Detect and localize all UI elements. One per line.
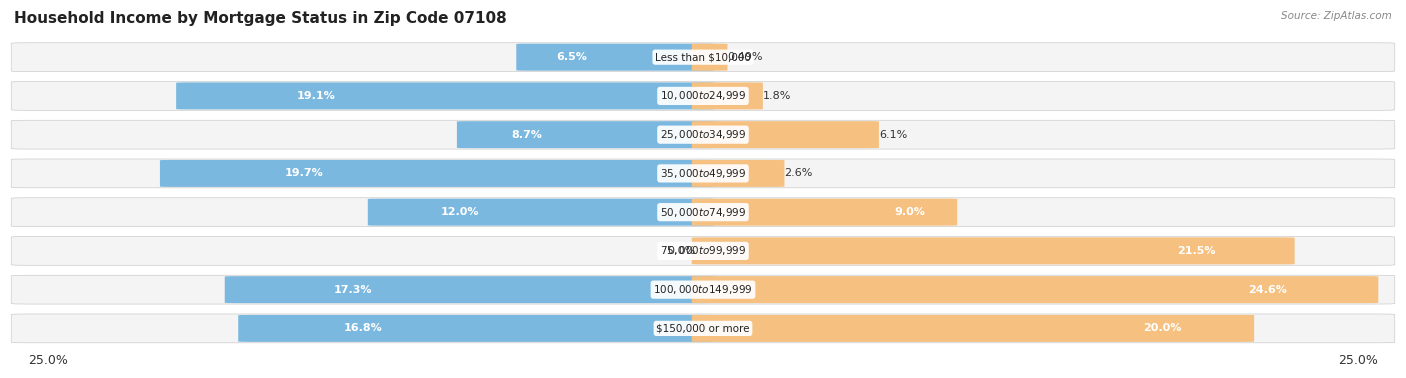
Text: 12.0%: 12.0% bbox=[441, 207, 479, 217]
Text: $50,000 to $74,999: $50,000 to $74,999 bbox=[659, 206, 747, 218]
Text: 25.0%: 25.0% bbox=[1339, 354, 1378, 367]
FancyBboxPatch shape bbox=[11, 275, 1395, 304]
FancyBboxPatch shape bbox=[692, 276, 1378, 303]
Text: 2.6%: 2.6% bbox=[785, 169, 813, 178]
FancyBboxPatch shape bbox=[11, 198, 1395, 226]
Text: $10,000 to $24,999: $10,000 to $24,999 bbox=[659, 90, 747, 102]
Text: 1.8%: 1.8% bbox=[763, 91, 792, 101]
FancyBboxPatch shape bbox=[11, 159, 1395, 188]
FancyBboxPatch shape bbox=[11, 120, 1395, 149]
Text: 20.0%: 20.0% bbox=[1143, 324, 1181, 333]
Text: 0.0%: 0.0% bbox=[668, 246, 696, 256]
Text: Household Income by Mortgage Status in Zip Code 07108: Household Income by Mortgage Status in Z… bbox=[14, 11, 506, 26]
FancyBboxPatch shape bbox=[692, 199, 957, 226]
FancyBboxPatch shape bbox=[11, 314, 1395, 343]
Text: 19.1%: 19.1% bbox=[297, 91, 336, 101]
Text: Less than $10,000: Less than $10,000 bbox=[655, 52, 751, 62]
Text: 6.5%: 6.5% bbox=[555, 52, 586, 62]
Text: 9.0%: 9.0% bbox=[894, 207, 925, 217]
FancyBboxPatch shape bbox=[692, 44, 727, 71]
FancyBboxPatch shape bbox=[516, 44, 714, 71]
FancyBboxPatch shape bbox=[692, 121, 879, 148]
Text: 24.6%: 24.6% bbox=[1249, 285, 1286, 294]
Text: 19.7%: 19.7% bbox=[285, 169, 323, 178]
Text: $100,000 to $149,999: $100,000 to $149,999 bbox=[654, 283, 752, 296]
FancyBboxPatch shape bbox=[368, 199, 714, 226]
Text: 0.49%: 0.49% bbox=[727, 52, 763, 62]
FancyBboxPatch shape bbox=[238, 315, 714, 342]
FancyBboxPatch shape bbox=[176, 82, 714, 109]
FancyBboxPatch shape bbox=[457, 121, 714, 148]
Text: $150,000 or more: $150,000 or more bbox=[657, 324, 749, 333]
FancyBboxPatch shape bbox=[225, 276, 714, 303]
Text: 21.5%: 21.5% bbox=[1177, 246, 1216, 256]
Text: Source: ZipAtlas.com: Source: ZipAtlas.com bbox=[1281, 11, 1392, 21]
FancyBboxPatch shape bbox=[692, 237, 1295, 264]
FancyBboxPatch shape bbox=[692, 82, 763, 109]
FancyBboxPatch shape bbox=[692, 315, 1254, 342]
FancyBboxPatch shape bbox=[11, 82, 1395, 110]
Text: $25,000 to $34,999: $25,000 to $34,999 bbox=[659, 128, 747, 141]
FancyBboxPatch shape bbox=[692, 160, 785, 187]
FancyBboxPatch shape bbox=[11, 237, 1395, 265]
Text: $35,000 to $49,999: $35,000 to $49,999 bbox=[659, 167, 747, 180]
Text: 8.7%: 8.7% bbox=[512, 130, 543, 139]
FancyBboxPatch shape bbox=[11, 43, 1395, 71]
Text: $75,000 to $99,999: $75,000 to $99,999 bbox=[659, 245, 747, 257]
Text: 25.0%: 25.0% bbox=[28, 354, 67, 367]
Text: 17.3%: 17.3% bbox=[333, 285, 373, 294]
Text: 6.1%: 6.1% bbox=[879, 130, 907, 139]
Text: 16.8%: 16.8% bbox=[343, 324, 382, 333]
FancyBboxPatch shape bbox=[160, 160, 714, 187]
